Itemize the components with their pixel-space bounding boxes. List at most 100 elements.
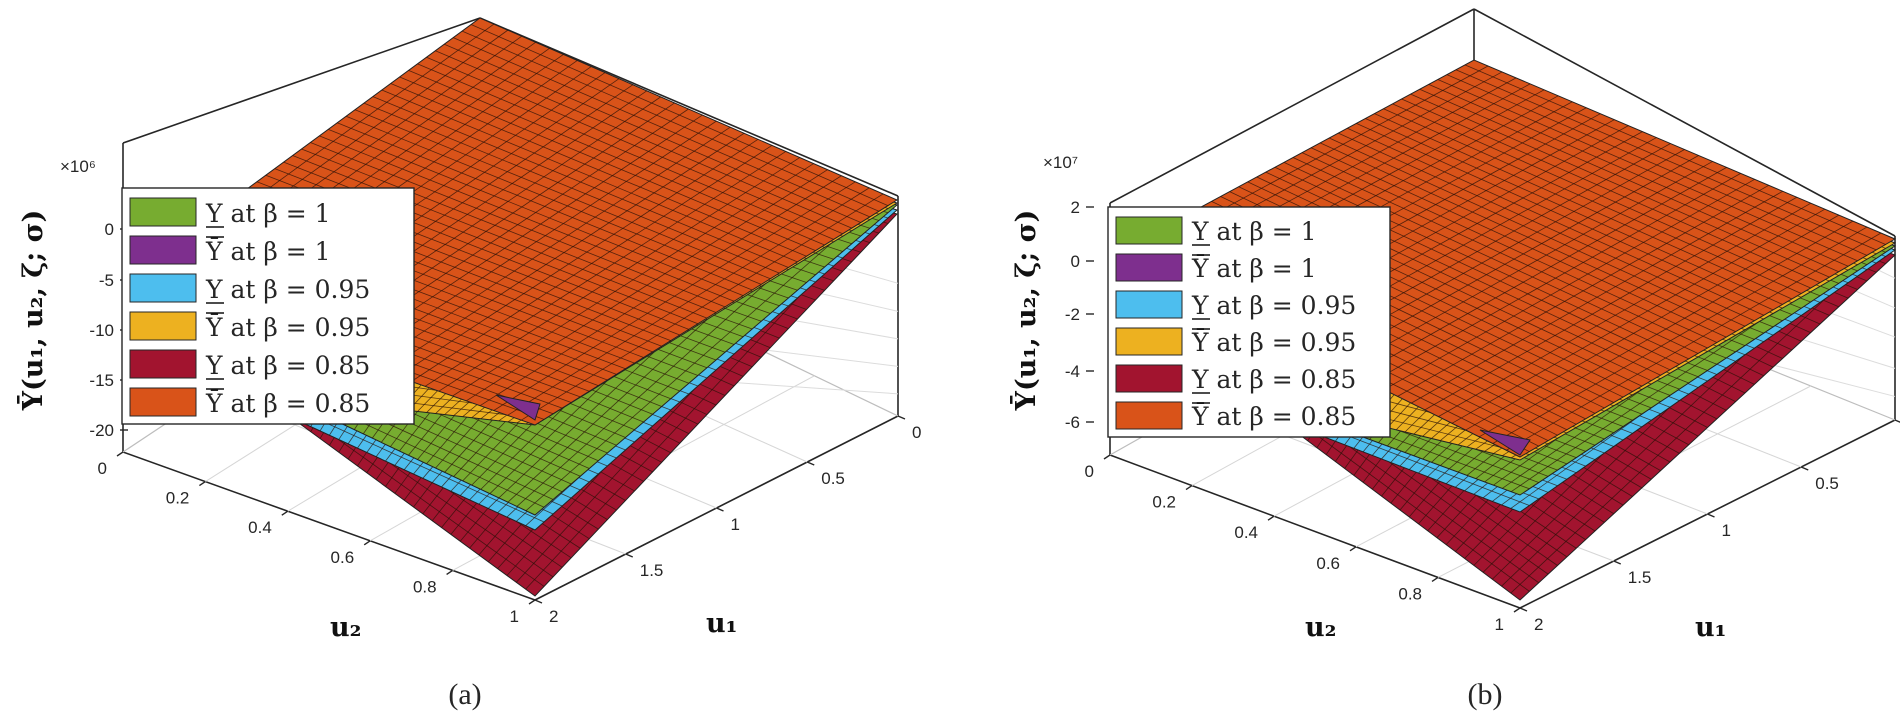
z-tick-label: 0 — [105, 220, 114, 239]
legend-entry: Ῡ at β = 1 — [205, 237, 331, 266]
z-tick-label: -15 — [89, 371, 114, 390]
surface-lower-beta-0.85-mesh — [1284, 411, 1530, 592]
z-axis-label: Ῡ(u₁, u₂, ζ; σ) — [1009, 210, 1042, 412]
u1-tick-label: 1.5 — [640, 561, 664, 580]
u1-tick-mark — [1800, 466, 1809, 471]
u1-tick-label: 0 — [912, 423, 921, 442]
surface-upper-beta-0.85-mesh — [292, 155, 708, 319]
legend-entry: Υ at β = 1 — [1191, 217, 1317, 246]
z-tick-label: 2 — [1071, 198, 1080, 217]
surface-upper-beta-0.85-mesh — [319, 135, 735, 302]
u2-axis-label: u₂ — [1305, 612, 1336, 643]
u1-tick-mark — [1613, 560, 1622, 565]
legend-swatch — [129, 387, 197, 417]
u2-tick-label: 0.2 — [166, 489, 190, 508]
z-tick-label: 0 — [1071, 252, 1080, 271]
u2-tick-label: 0.8 — [413, 577, 437, 596]
legend-swatch — [1115, 253, 1183, 282]
surface-upper-beta-0.85-mesh — [363, 102, 780, 274]
surface-upper-beta-0.85-mesh — [453, 37, 871, 218]
surface-upper-beta-0.85-mesh — [337, 122, 753, 291]
figure-caption: (a) — [448, 678, 481, 711]
surface-upper-beta-0.85-mesh — [345, 115, 762, 285]
u2-tick-mark — [1431, 576, 1439, 582]
u1-axis-label: u₁ — [1695, 612, 1726, 643]
u2-tick-mark — [363, 540, 371, 546]
legend: Υ at β = 1 Ῡ at β = 1 Υ at β = 0.95 Ῡ at β … — [1107, 206, 1391, 438]
u2-tick-mark — [1349, 546, 1357, 552]
legend-entry: Ῡ at β = 0.95 — [1191, 328, 1356, 357]
u1-tick-mark — [625, 553, 634, 558]
surface-upper-beta-0.85-mesh — [1455, 69, 1877, 251]
legend-swatch — [1115, 401, 1183, 430]
u2-tick-label: 0 — [1085, 462, 1094, 481]
surface-upper-beta-0.85-mesh — [1329, 137, 1746, 327]
legend-box — [1107, 206, 1391, 438]
z-tick-label: -4 — [1065, 362, 1080, 381]
u1-tick-label: 1 — [731, 515, 740, 534]
chart-panel-b: 20-2-4-6×10⁷00.20.40.60.8100.511.52u₂u₁Ῡ… — [1009, 8, 1900, 711]
z-axis-label: Ῡ(u₁, u₂, ζ; σ) — [16, 210, 49, 412]
legend-entry: Ῡ at β = 0.85 — [1191, 402, 1356, 431]
legend-entry: Υ at β = 0.85 — [1191, 365, 1356, 394]
surface-upper-beta-1 — [495, 394, 541, 421]
u1-tick-label: 1 — [1722, 521, 1731, 540]
u2-tick-label: 1 — [510, 607, 519, 626]
legend-swatch — [129, 311, 197, 341]
u1-axis-label: u₁ — [706, 608, 737, 639]
legend-entry: Ῡ at β = 0.95 — [205, 313, 370, 342]
surface-upper-beta-0.85-mesh — [1356, 123, 1774, 311]
u1-tick-label: 2 — [1534, 615, 1543, 634]
back-top-edge-left — [1109, 8, 1475, 204]
u2-tick-label: 0.8 — [1398, 584, 1422, 603]
figure-caption: (b) — [1468, 678, 1503, 711]
surface-upper-beta-0.85-mesh — [1283, 162, 1699, 354]
legend-entry: Υ at β = 0.95 — [1191, 291, 1356, 320]
u2-tick-mark — [281, 510, 289, 516]
u2-tick-label: 0.4 — [1234, 523, 1258, 542]
legend-swatch — [129, 197, 197, 227]
surface-upper-beta-0.85-mesh — [1319, 142, 1736, 333]
u2-tick-label: 0 — [98, 459, 107, 478]
surface-upper-beta-0.85-mesh — [1410, 93, 1830, 278]
surface-upper-beta-0.85-mesh — [381, 89, 798, 263]
surface-upper-beta-0.85-mesh — [444, 43, 861, 223]
surface-upper-beta-0.85-mesh — [1292, 157, 1708, 349]
z-exponent-label: ×10⁶ — [60, 157, 96, 176]
z-tick-label: -10 — [89, 321, 114, 340]
surface-upper-beta-0.85-mesh — [426, 56, 843, 235]
u1-tick-mark — [534, 599, 543, 604]
u1-tick-mark — [1894, 419, 1900, 423]
legend-entry: Ῡ at β = 1 — [1191, 254, 1317, 283]
surface-upper-beta-0.85-mesh — [1446, 74, 1868, 256]
u2-tick-mark — [199, 481, 206, 487]
u2-tick-mark — [528, 599, 536, 605]
u2-axis — [122, 451, 536, 601]
u2-tick-mark — [1103, 454, 1111, 460]
legend-swatch — [129, 273, 197, 303]
u2-tick-mark — [1267, 515, 1275, 521]
legend-swatch — [129, 349, 197, 379]
u1-tick-label: 1.5 — [1628, 568, 1652, 587]
back-top-edge-right — [1473, 8, 1896, 237]
u2-axis — [1109, 454, 1521, 609]
legend-entry: Υ at β = 1 — [205, 199, 331, 228]
u2-tick-mark — [446, 569, 453, 575]
u2-tick-label: 0.6 — [1316, 554, 1340, 573]
surface-upper-beta-0.85-mesh — [390, 83, 807, 257]
legend-entry: Υ at β = 0.95 — [205, 275, 370, 304]
surface-upper-beta-1 — [1479, 429, 1531, 456]
surface-upper-beta-0.85-mesh — [470, 24, 889, 206]
surface-lower-beta-0.95-mesh — [296, 409, 545, 523]
surface-upper-beta-0.85-mesh — [399, 76, 816, 251]
surface-upper-beta-0.85-mesh — [1301, 152, 1718, 343]
surface-upper-beta-0.85-mesh — [417, 63, 834, 240]
z-tick-label: -6 — [1065, 413, 1080, 432]
u2-tick-label: 0.2 — [1152, 493, 1176, 512]
u2-tick-label: 1 — [1495, 615, 1504, 634]
u1-tick-mark — [1707, 513, 1715, 518]
surface-upper-beta-0.85-mesh — [1419, 88, 1839, 273]
legend-box — [121, 187, 415, 425]
surface-upper-beta-0.85-mesh — [1374, 113, 1793, 300]
